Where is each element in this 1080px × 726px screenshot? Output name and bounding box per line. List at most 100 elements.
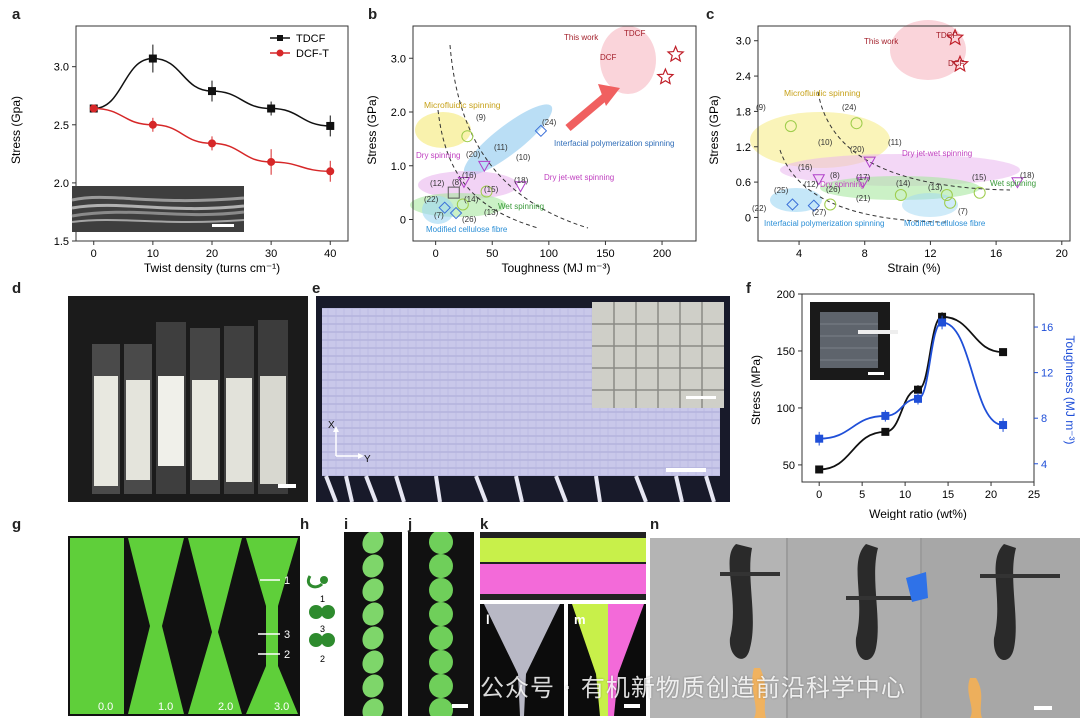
y-tick-label: 2.4 [736,71,751,83]
annotation-label: (24) [542,118,557,127]
annotation-label: (25) [774,186,789,195]
annotation-label: DCF [948,59,965,68]
photo-l-white-fibre-bundle: l [480,604,564,716]
data-point [881,411,890,420]
x-tick-label: 8 [862,248,868,260]
bobbin [258,320,288,494]
data-point [148,54,157,63]
annotation-label: (14) [896,179,911,188]
data-point [457,176,471,189]
annotation-label: (21) [856,194,871,203]
scale-bar [278,484,296,488]
annotation-label: (7) [434,211,444,220]
panel-letter-a: a [12,6,21,23]
chart-f-inset-film [810,302,898,380]
data-point [815,434,824,443]
x-tick-label: 15 [942,489,954,501]
data-point [938,318,947,327]
data-point [999,421,1008,430]
chart-b-stress-toughness: 0 50 100 150 200 0 1.0 2.0 3.0 This work TDCF DCF M… [365,25,697,275]
annotation-label: (10) [818,138,833,147]
chart-c-xlabel: Strain (%) [887,261,940,275]
annotation-label: Interfacial polymerization spinning [764,219,885,228]
twist-label-0: 0.0 [98,701,113,713]
data-point [666,44,685,63]
annotation-label: (11) [494,143,508,152]
data-point [973,186,986,199]
data-point [944,196,957,209]
photo-n-flame-test [650,538,1080,718]
legend-marker-tdcf [277,35,283,41]
annotation-label: (27) [812,208,827,217]
annotation-label: (11) [888,138,902,147]
data-point [456,198,469,211]
annotation-label: (16) [462,171,477,180]
panel-letter-m: m [574,612,586,627]
schematic-h-twist-stages: 1 3 2 [307,575,335,664]
y-tick-label: 50 [783,460,795,472]
annotation-label: Microfluidic spinning [424,100,501,110]
y-tick-label: 100 [777,403,795,415]
annotation-label: (15) [972,173,987,182]
data-point [784,120,797,133]
fabric-axes: X Y [328,420,371,465]
annotation-label: This work [864,37,899,46]
data-point [480,185,493,198]
axis-label-x: X [328,420,335,431]
annotation-label: Modified cellulose fibre [426,225,508,234]
stage-label-3: 3 [320,624,325,634]
data-point [326,121,335,130]
data-point [807,199,821,212]
y-tick-label: 2.5 [54,120,69,132]
data-point [850,117,863,130]
marker-label-3: 3 [284,629,290,641]
marker-label-1: 1 [284,575,290,587]
y-tick-label: 200 [777,289,795,301]
annotation-label: (20) [850,145,865,154]
x-tick-label: 50 [486,248,498,260]
annotation-label: (20) [466,150,481,159]
y-tick-label: 1.0 [391,161,406,173]
annotation-label: (12) [804,180,819,189]
photo-e-woven-fabric: X Y [316,296,730,502]
panel-letter-e: e [312,280,321,297]
data-point [815,465,824,474]
annotation-label: TDCF [936,31,957,40]
annotation-label: (8) [830,171,840,180]
axis-label-y: Y [364,454,371,465]
y2-tick-label: 8 [1041,413,1047,425]
data-point [449,206,463,220]
annotation-label: DCF [600,53,617,62]
bobbin [224,326,254,494]
panel-letter-j: j [408,516,413,533]
data-point [208,87,216,96]
chart-a-ylabel: Stress (Gpa) [9,96,23,164]
x-tick-label: 30 [265,248,277,260]
data-point [447,186,460,199]
x-tick-label: 100 [540,248,558,260]
chart-a-inset-sem-image [71,186,245,232]
scale-bar [686,396,716,399]
x-tick-label: 10 [899,489,911,501]
y-tick-label: 3.0 [54,62,69,74]
data-point [856,177,870,189]
annotation-label: (9) [476,113,486,122]
panel-letter-k: k [480,516,489,533]
annotation-label: (18) [514,176,529,185]
photo-i-twisted-yarn [344,532,402,716]
bobbin [92,344,120,494]
chart-f-ylabel: Stress (MPa) [749,355,763,425]
y-tick-label: 1.2 [736,142,751,154]
scale-bar [452,704,468,708]
bobbin [190,328,220,494]
x-tick-label: 150 [596,248,614,260]
annotation-label: (24) [842,103,857,112]
scale-bar [666,468,706,472]
data-point [950,54,970,73]
data-point [824,198,837,211]
annotation-label: (16) [798,163,813,172]
stage-label-1: 1 [320,594,325,604]
annotation-label: (26) [462,215,477,224]
scale-bar [1034,706,1052,710]
data-point [914,394,922,403]
